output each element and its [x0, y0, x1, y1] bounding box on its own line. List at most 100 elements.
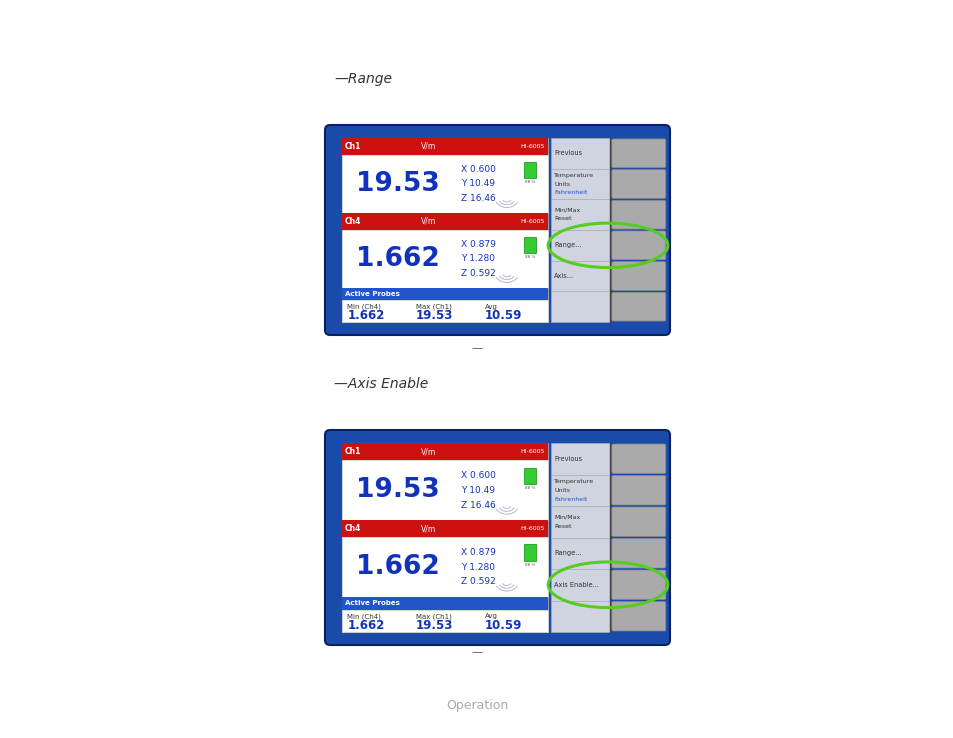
Text: HI-6005: HI-6005 [520, 526, 544, 531]
Text: 1.662: 1.662 [347, 619, 384, 632]
Bar [341, 138, 547, 322]
Text: 19.53: 19.53 [355, 477, 439, 503]
FancyBboxPatch shape [611, 507, 665, 537]
Text: Z 16.46: Z 16.46 [461, 500, 496, 509]
Text: V/m: V/m [420, 217, 436, 226]
Bar [341, 155, 547, 213]
Text: 88 %: 88 % [524, 255, 535, 259]
Text: Range...: Range... [554, 242, 581, 248]
FancyBboxPatch shape [611, 444, 665, 474]
Bar [524, 237, 535, 253]
Bar [551, 443, 610, 632]
FancyBboxPatch shape [325, 430, 669, 645]
Text: Max (Ch1): Max (Ch1) [416, 303, 452, 310]
Text: Min/Max: Min/Max [554, 208, 579, 213]
Text: X 0.879: X 0.879 [461, 240, 496, 249]
Bar [341, 610, 547, 632]
Text: Y 10.49: Y 10.49 [461, 179, 495, 188]
Bar [341, 443, 547, 632]
Text: Active Probes: Active Probes [345, 291, 399, 297]
Text: Active Probes: Active Probes [345, 600, 399, 607]
Text: Avg: Avg [484, 613, 497, 619]
Text: Units: Units [554, 488, 570, 493]
Text: Min (Ch4): Min (Ch4) [347, 303, 381, 310]
Text: HI-6005: HI-6005 [520, 144, 544, 149]
Bar [341, 597, 547, 610]
FancyBboxPatch shape [611, 231, 665, 260]
Text: Previous: Previous [554, 456, 581, 462]
Text: Fahrenheit: Fahrenheit [554, 497, 587, 502]
Bar [341, 288, 547, 300]
Text: V/m: V/m [420, 142, 436, 151]
FancyBboxPatch shape [611, 170, 665, 199]
Text: HI-6005: HI-6005 [520, 449, 544, 454]
FancyBboxPatch shape [611, 292, 665, 321]
Text: Z 0.592: Z 0.592 [461, 577, 496, 587]
Text: —Range: —Range [334, 72, 392, 86]
Text: X 0.879: X 0.879 [461, 548, 496, 556]
Bar [341, 443, 547, 461]
Text: Fahrenheit: Fahrenheit [554, 190, 587, 195]
Bar [524, 545, 535, 561]
Text: 1.662: 1.662 [347, 309, 384, 323]
Text: Y 10.49: Y 10.49 [461, 486, 495, 494]
Text: X 0.600: X 0.600 [461, 471, 496, 480]
Text: 88 %: 88 % [524, 180, 535, 184]
FancyBboxPatch shape [325, 125, 669, 335]
Text: Operation: Operation [445, 698, 508, 711]
Text: Range...: Range... [554, 551, 581, 556]
Text: 19.53: 19.53 [355, 171, 439, 197]
Text: Units: Units [554, 182, 570, 187]
Text: 10.59: 10.59 [484, 309, 521, 323]
FancyBboxPatch shape [611, 539, 665, 568]
FancyBboxPatch shape [611, 139, 665, 168]
Text: Z 16.46: Z 16.46 [461, 194, 496, 203]
Text: Ch4: Ch4 [345, 217, 361, 226]
FancyBboxPatch shape [611, 601, 665, 631]
Text: 88 %: 88 % [524, 486, 535, 490]
Text: Min/Max: Min/Max [554, 515, 579, 520]
Text: Temperature: Temperature [554, 173, 594, 178]
Bar [341, 461, 547, 520]
Text: Axis Enable...: Axis Enable... [554, 582, 598, 587]
Text: 1.662: 1.662 [355, 554, 439, 580]
FancyBboxPatch shape [611, 261, 665, 290]
Text: HI-6005: HI-6005 [520, 219, 544, 224]
Text: Ch1: Ch1 [345, 447, 361, 456]
Text: V/m: V/m [420, 447, 436, 456]
Text: V/m: V/m [420, 524, 436, 533]
Bar [341, 230, 547, 288]
Text: Z 0.592: Z 0.592 [461, 269, 496, 277]
Text: 19.53: 19.53 [416, 309, 453, 323]
Text: Max (Ch1): Max (Ch1) [416, 613, 452, 620]
Text: 10.59: 10.59 [484, 619, 521, 632]
Bar [341, 537, 547, 597]
Text: Ch1: Ch1 [345, 142, 361, 151]
Bar [341, 213, 547, 230]
Text: Avg: Avg [484, 304, 497, 310]
FancyBboxPatch shape [611, 200, 665, 229]
Text: 1.662: 1.662 [355, 246, 439, 272]
Text: Min (Ch4): Min (Ch4) [347, 613, 381, 620]
Bar [341, 300, 547, 322]
Text: Axis...: Axis... [554, 273, 574, 279]
Text: Reset: Reset [554, 216, 571, 221]
Text: Ch4: Ch4 [345, 524, 361, 533]
Text: Reset: Reset [554, 524, 571, 528]
Text: Y 1.280: Y 1.280 [461, 562, 495, 571]
Text: Temperature: Temperature [554, 479, 594, 484]
FancyBboxPatch shape [611, 570, 665, 599]
Bar [524, 162, 535, 178]
Text: —: — [471, 647, 482, 657]
Text: X 0.600: X 0.600 [461, 165, 496, 174]
Text: —Axis Enable: —Axis Enable [334, 377, 428, 391]
Text: 88 %: 88 % [524, 563, 535, 567]
Text: —: — [471, 343, 482, 353]
Bar [341, 520, 547, 537]
Bar [341, 138, 547, 155]
Bar [524, 468, 535, 484]
Text: Y 1.280: Y 1.280 [461, 255, 495, 263]
FancyBboxPatch shape [611, 475, 665, 505]
Text: Previous: Previous [554, 151, 581, 156]
Text: 19.53: 19.53 [416, 619, 453, 632]
